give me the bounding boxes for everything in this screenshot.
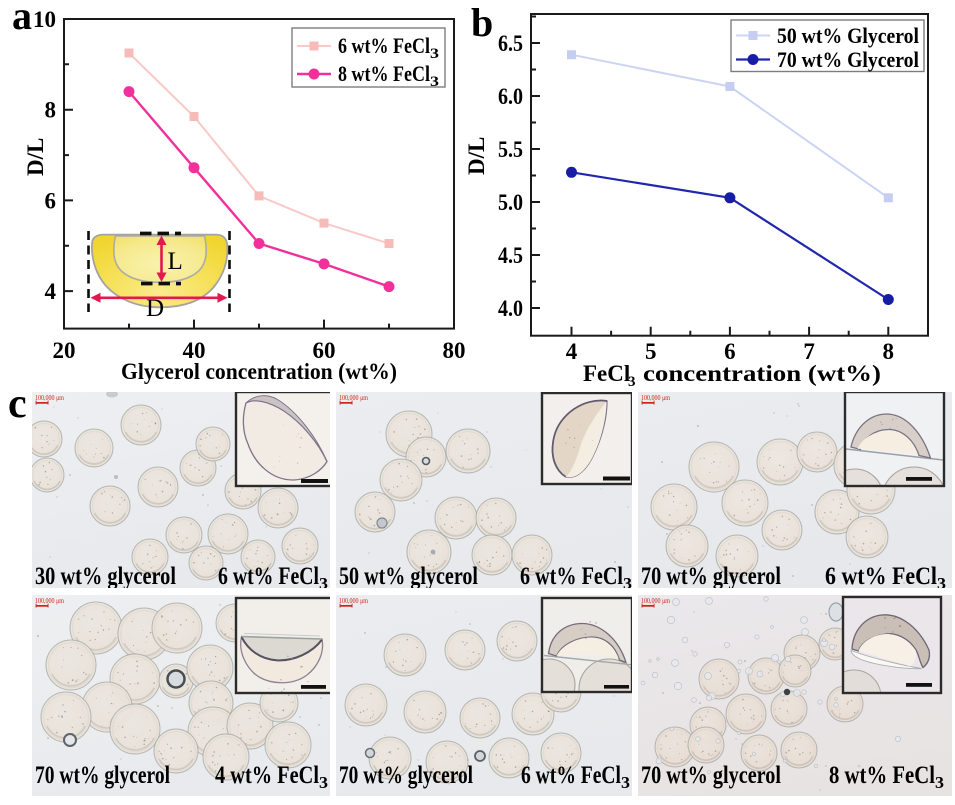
svg-text:70 wt% glycerol: 70 wt% glycerol <box>339 762 473 789</box>
svg-text:concentration (wt%): concentration (wt%) <box>643 361 881 386</box>
svg-text:70 wt% glycerol: 70 wt% glycerol <box>35 762 170 789</box>
svg-text:8 wt% FeCl: 8 wt% FeCl <box>829 762 935 789</box>
svg-text:FeCl: FeCl <box>583 361 630 386</box>
svg-text:c: c <box>8 381 27 427</box>
svg-text:a: a <box>12 0 32 38</box>
svg-text:100,000 μm: 100,000 μm <box>641 394 670 402</box>
svg-text:100,000 μm: 100,000 μm <box>35 597 64 605</box>
svg-text:70 wt% glycerol: 70 wt% glycerol <box>641 762 781 789</box>
svg-text:3: 3 <box>430 46 439 62</box>
svg-text:3: 3 <box>430 74 439 90</box>
svg-text:6 wt% FeCl: 6 wt% FeCl <box>825 563 937 590</box>
svg-text:Glycerol concentration (wt%): Glycerol concentration (wt%) <box>121 359 397 384</box>
svg-text:100,000 μm: 100,000 μm <box>641 597 670 605</box>
svg-text:7: 7 <box>803 339 815 364</box>
svg-text:4: 4 <box>45 279 57 304</box>
svg-text:100,000 μm: 100,000 μm <box>339 394 368 402</box>
svg-text:3: 3 <box>319 574 328 593</box>
svg-text:3: 3 <box>319 773 328 792</box>
svg-text:10: 10 <box>33 7 56 32</box>
svg-text:100,000 μm: 100,000 μm <box>339 597 368 605</box>
svg-text:40: 40 <box>183 338 206 363</box>
svg-text:D: D <box>146 295 164 322</box>
svg-text:4.0: 4.0 <box>498 296 523 321</box>
svg-text:3: 3 <box>621 773 630 792</box>
svg-text:3: 3 <box>628 374 636 390</box>
svg-text:8: 8 <box>45 98 57 123</box>
svg-text:6 wt% FeCl: 6 wt% FeCl <box>520 563 623 590</box>
svg-text:5: 5 <box>645 339 657 364</box>
svg-text:6 wt% FeCl: 6 wt% FeCl <box>218 563 319 590</box>
svg-text:60: 60 <box>313 338 336 363</box>
svg-text:D/L: D/L <box>464 137 489 175</box>
svg-text:3: 3 <box>937 574 946 593</box>
svg-text:6.0: 6.0 <box>498 84 523 109</box>
svg-text:5.0: 5.0 <box>498 190 523 215</box>
svg-text:D/L: D/L <box>23 138 48 176</box>
svg-text:5.5: 5.5 <box>498 137 523 162</box>
svg-text:6: 6 <box>724 339 736 364</box>
svg-text:6: 6 <box>45 188 57 213</box>
svg-text:50 wt% Glycerol: 50 wt% Glycerol <box>777 23 919 48</box>
svg-text:4 wt% FeCl: 4 wt% FeCl <box>215 762 319 789</box>
svg-text:3: 3 <box>623 574 632 593</box>
svg-text:70 wt% glycerol: 70 wt% glycerol <box>641 563 781 590</box>
svg-text:8: 8 <box>883 339 895 364</box>
svg-text:80: 80 <box>443 338 466 363</box>
svg-text:6 wt% FeCl: 6 wt% FeCl <box>521 762 621 789</box>
svg-text:4.5: 4.5 <box>498 243 523 268</box>
svg-text:b: b <box>471 0 493 45</box>
svg-text:L: L <box>168 248 183 275</box>
svg-text:70 wt% Glycerol: 70 wt% Glycerol <box>777 47 919 72</box>
svg-text:30 wt% glycerol: 30 wt% glycerol <box>35 563 176 590</box>
svg-text:4: 4 <box>566 339 578 364</box>
svg-text:100,000 μm: 100,000 μm <box>35 394 64 402</box>
svg-text:6 wt% FeCl: 6 wt% FeCl <box>338 33 430 58</box>
svg-text:3: 3 <box>935 773 944 792</box>
svg-text:6.5: 6.5 <box>498 31 523 56</box>
svg-text:8 wt% FeCl: 8 wt% FeCl <box>338 61 430 86</box>
svg-text:20: 20 <box>53 338 76 363</box>
svg-text:50 wt% glycerol: 50 wt% glycerol <box>339 563 478 590</box>
